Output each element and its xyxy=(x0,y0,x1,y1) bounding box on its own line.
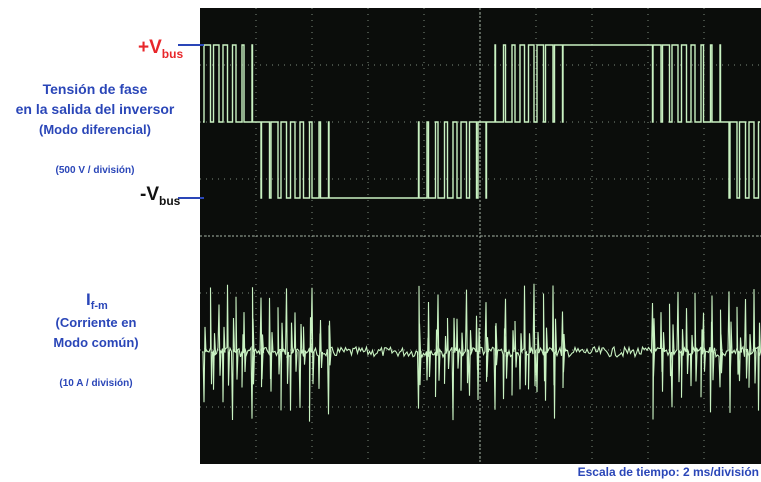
phase-voltage-line: en la salida del inversor xyxy=(16,101,175,117)
current-desc-line: (Corriente en xyxy=(56,315,137,330)
oscilloscope-figure: +Vbus -Vbus Tensión de fase en la salida… xyxy=(0,0,761,482)
vbus-plus-main: +V xyxy=(138,37,162,58)
current-desc-line: Modo común) xyxy=(53,335,138,350)
phase-voltage-line: Tensión de fase xyxy=(43,81,148,97)
vbus-plus-label: +Vbus xyxy=(138,37,183,61)
vbus-minus-label: -Vbus xyxy=(140,184,181,208)
voltage-scale: (500 V / división) xyxy=(56,165,135,176)
vbus-minus-main: -V xyxy=(140,184,159,205)
current-sub: f-m xyxy=(91,300,108,312)
current-scale: (10 A / división) xyxy=(59,378,132,389)
vbus-plus-sub: bus xyxy=(162,47,184,61)
current-label: If-m xyxy=(86,290,108,312)
phase-voltage-line: (Modo diferencial) xyxy=(39,122,151,137)
time-scale: Escala de tiempo: 2 ms/división xyxy=(578,465,759,479)
vbus-minus-sub: bus xyxy=(159,194,181,208)
